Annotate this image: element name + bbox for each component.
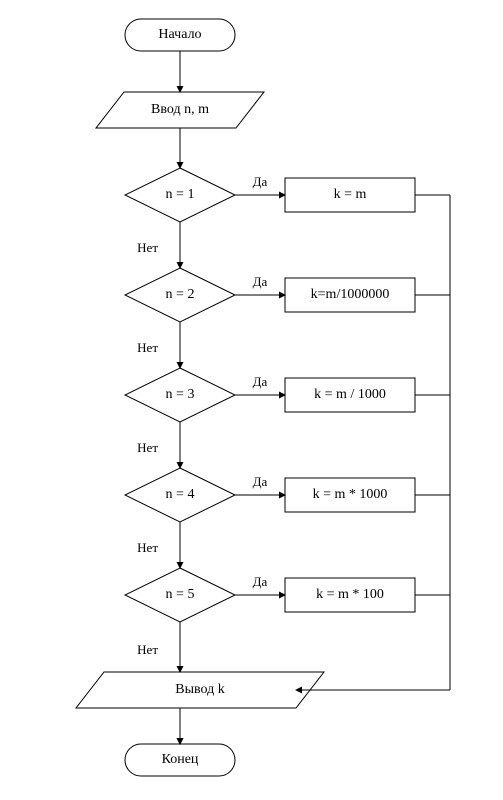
p5-label: k = m * 100: [316, 587, 384, 602]
d4-label: n = 4: [166, 487, 195, 502]
d2-label: n = 2: [166, 287, 195, 302]
d3-label: n = 3: [166, 387, 195, 402]
svg-text:Нет: Нет: [137, 440, 158, 455]
d1-label: n = 1: [166, 187, 195, 202]
p2-label: k=m/1000000: [311, 287, 390, 302]
svg-text:Да: Да: [253, 574, 268, 589]
start-label: Начало: [158, 27, 201, 42]
svg-text:Нет: Нет: [137, 540, 158, 555]
svg-text:Нет: Нет: [137, 340, 158, 355]
d5-label: n = 5: [166, 587, 195, 602]
end-label: Конец: [162, 752, 199, 767]
svg-text:Да: Да: [253, 374, 268, 389]
output-label: Вывод k: [175, 682, 224, 697]
svg-text:Да: Да: [253, 474, 268, 489]
svg-text:Нет: Нет: [137, 240, 158, 255]
p3-label: k = m / 1000: [314, 387, 386, 402]
input-label: Ввод n, m: [151, 102, 209, 117]
svg-text:Да: Да: [253, 274, 268, 289]
flowchart-canvas: Начало Ввод n, m n = 1 k = m n = 2 k=m/100000…: [0, 0, 503, 800]
svg-text:Да: Да: [253, 174, 268, 189]
p4-label: k = m * 1000: [313, 487, 388, 502]
svg-text:Нет: Нет: [137, 642, 158, 657]
p1-label: k = m: [334, 187, 367, 202]
